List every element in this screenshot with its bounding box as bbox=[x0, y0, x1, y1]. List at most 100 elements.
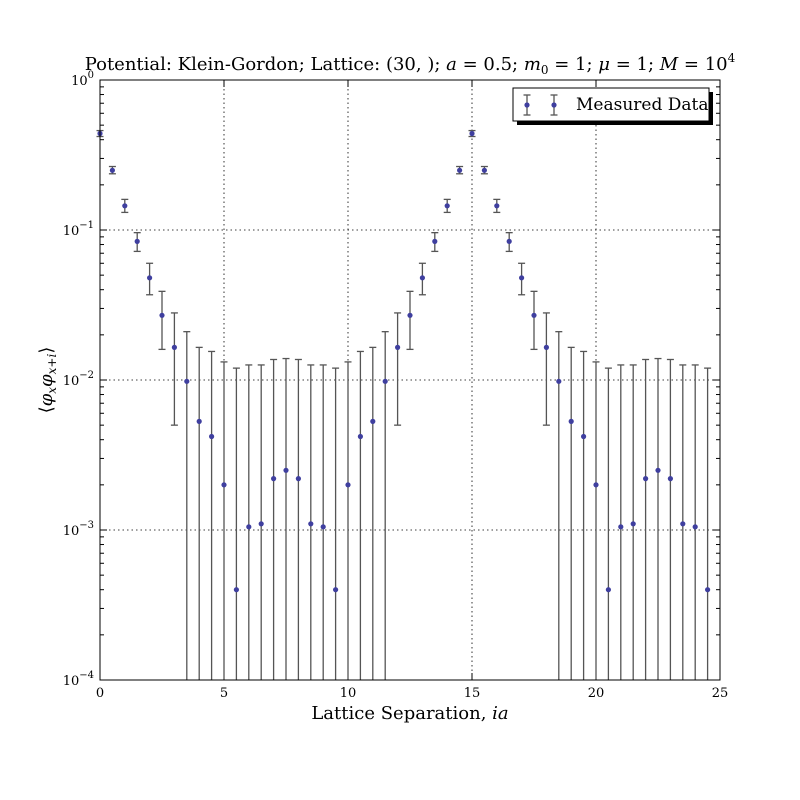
data-point-group bbox=[555, 331, 563, 680]
data-point bbox=[209, 433, 215, 440]
legend-marker bbox=[523, 94, 558, 116]
data-point bbox=[581, 433, 587, 440]
data-point bbox=[258, 521, 264, 527]
data-point bbox=[568, 418, 574, 424]
data-point bbox=[407, 312, 413, 318]
data-series bbox=[96, 129, 712, 680]
data-point bbox=[457, 167, 463, 173]
data-point bbox=[444, 203, 450, 209]
x-tick-label: 5 bbox=[220, 686, 228, 701]
data-point-group bbox=[629, 364, 637, 680]
data-point bbox=[246, 524, 252, 530]
data-point-group bbox=[220, 361, 228, 680]
data-point bbox=[271, 476, 277, 482]
data-point bbox=[692, 524, 698, 530]
data-point bbox=[159, 312, 165, 318]
data-point-group bbox=[146, 262, 154, 296]
data-point-group bbox=[679, 364, 687, 680]
data-point bbox=[556, 378, 562, 384]
data-point bbox=[481, 167, 487, 173]
data-point bbox=[655, 467, 661, 473]
data-point-group bbox=[592, 361, 600, 680]
data-point-group bbox=[344, 361, 352, 680]
x-tick-label: 15 bbox=[464, 686, 481, 701]
data-point bbox=[345, 482, 351, 488]
data-point-group bbox=[183, 331, 191, 680]
data-point-group bbox=[505, 232, 513, 253]
x-tick-label: 10 bbox=[340, 686, 357, 701]
data-point-group bbox=[418, 262, 426, 296]
data-point-group bbox=[356, 350, 364, 680]
y-tick-label: 10−2 bbox=[63, 370, 94, 389]
data-point-group bbox=[530, 290, 538, 351]
y-tick-label: 10−4 bbox=[63, 670, 94, 689]
data-point-group bbox=[456, 165, 464, 175]
data-point-group bbox=[282, 357, 290, 680]
data-point-group bbox=[567, 346, 575, 680]
data-point bbox=[506, 238, 512, 244]
data-point bbox=[605, 587, 612, 593]
data-point bbox=[295, 476, 301, 482]
data-point bbox=[643, 476, 649, 482]
chart-title: Potential: Klein-Gordon; Lattice: (30, )… bbox=[85, 51, 736, 77]
data-point bbox=[147, 275, 153, 281]
data-point bbox=[382, 378, 388, 384]
x-axis-label: Lattice Separation, ia bbox=[311, 703, 508, 724]
data-point-group bbox=[654, 357, 662, 680]
data-point-group bbox=[307, 364, 315, 680]
data-point-group bbox=[108, 165, 116, 175]
data-point-group bbox=[394, 312, 402, 426]
data-point bbox=[618, 524, 624, 530]
tick-labels: 0 5 10 15 20 25 10−4 10−3 10−2 10−1 100 bbox=[63, 70, 729, 701]
y-tick-label: 10−1 bbox=[63, 220, 94, 239]
data-point-group bbox=[617, 364, 625, 680]
data-point bbox=[109, 167, 115, 173]
data-point-group bbox=[642, 358, 650, 680]
data-point bbox=[593, 482, 599, 488]
data-point bbox=[432, 238, 438, 244]
data-point-group bbox=[518, 262, 526, 296]
data-point-group bbox=[443, 198, 451, 214]
data-point-group bbox=[431, 232, 439, 253]
data-point-group bbox=[480, 165, 488, 175]
data-point bbox=[531, 312, 537, 318]
x-tick-label: 20 bbox=[588, 686, 605, 701]
data-point-group bbox=[580, 350, 588, 680]
data-point bbox=[370, 418, 376, 424]
data-point bbox=[320, 524, 326, 530]
x-tick-label: 0 bbox=[96, 686, 104, 701]
legend-label: Measured Data bbox=[576, 95, 708, 115]
data-point-group bbox=[542, 312, 550, 426]
data-point-group bbox=[257, 364, 265, 680]
data-point bbox=[680, 521, 686, 527]
y-tick-label: 10−3 bbox=[63, 520, 94, 539]
data-point bbox=[283, 467, 289, 473]
legend-point bbox=[551, 102, 557, 108]
data-point bbox=[419, 275, 425, 281]
data-point-group bbox=[245, 364, 253, 680]
x-tick-label: 25 bbox=[712, 686, 729, 701]
data-point-group bbox=[319, 364, 327, 680]
data-point bbox=[333, 587, 339, 593]
data-point-group bbox=[666, 358, 674, 680]
data-point bbox=[134, 238, 140, 244]
data-point-group bbox=[195, 346, 203, 680]
data-point bbox=[196, 418, 202, 424]
data-point-group bbox=[133, 232, 141, 253]
data-point-group bbox=[158, 290, 166, 351]
data-point-group bbox=[604, 367, 612, 680]
data-point-group bbox=[493, 198, 501, 214]
y-axis-label: ⟨φxφx+i⟩ bbox=[36, 347, 59, 414]
data-point-group bbox=[468, 129, 476, 138]
legend-box bbox=[512, 87, 710, 122]
data-point bbox=[184, 378, 190, 384]
legend: Measured Data bbox=[512, 87, 713, 125]
data-point-group bbox=[691, 364, 699, 680]
data-point bbox=[469, 130, 475, 137]
data-point-group bbox=[381, 331, 389, 680]
data-point-group bbox=[121, 198, 129, 214]
data-point bbox=[543, 344, 550, 350]
y-tick-label: 100 bbox=[71, 70, 94, 89]
